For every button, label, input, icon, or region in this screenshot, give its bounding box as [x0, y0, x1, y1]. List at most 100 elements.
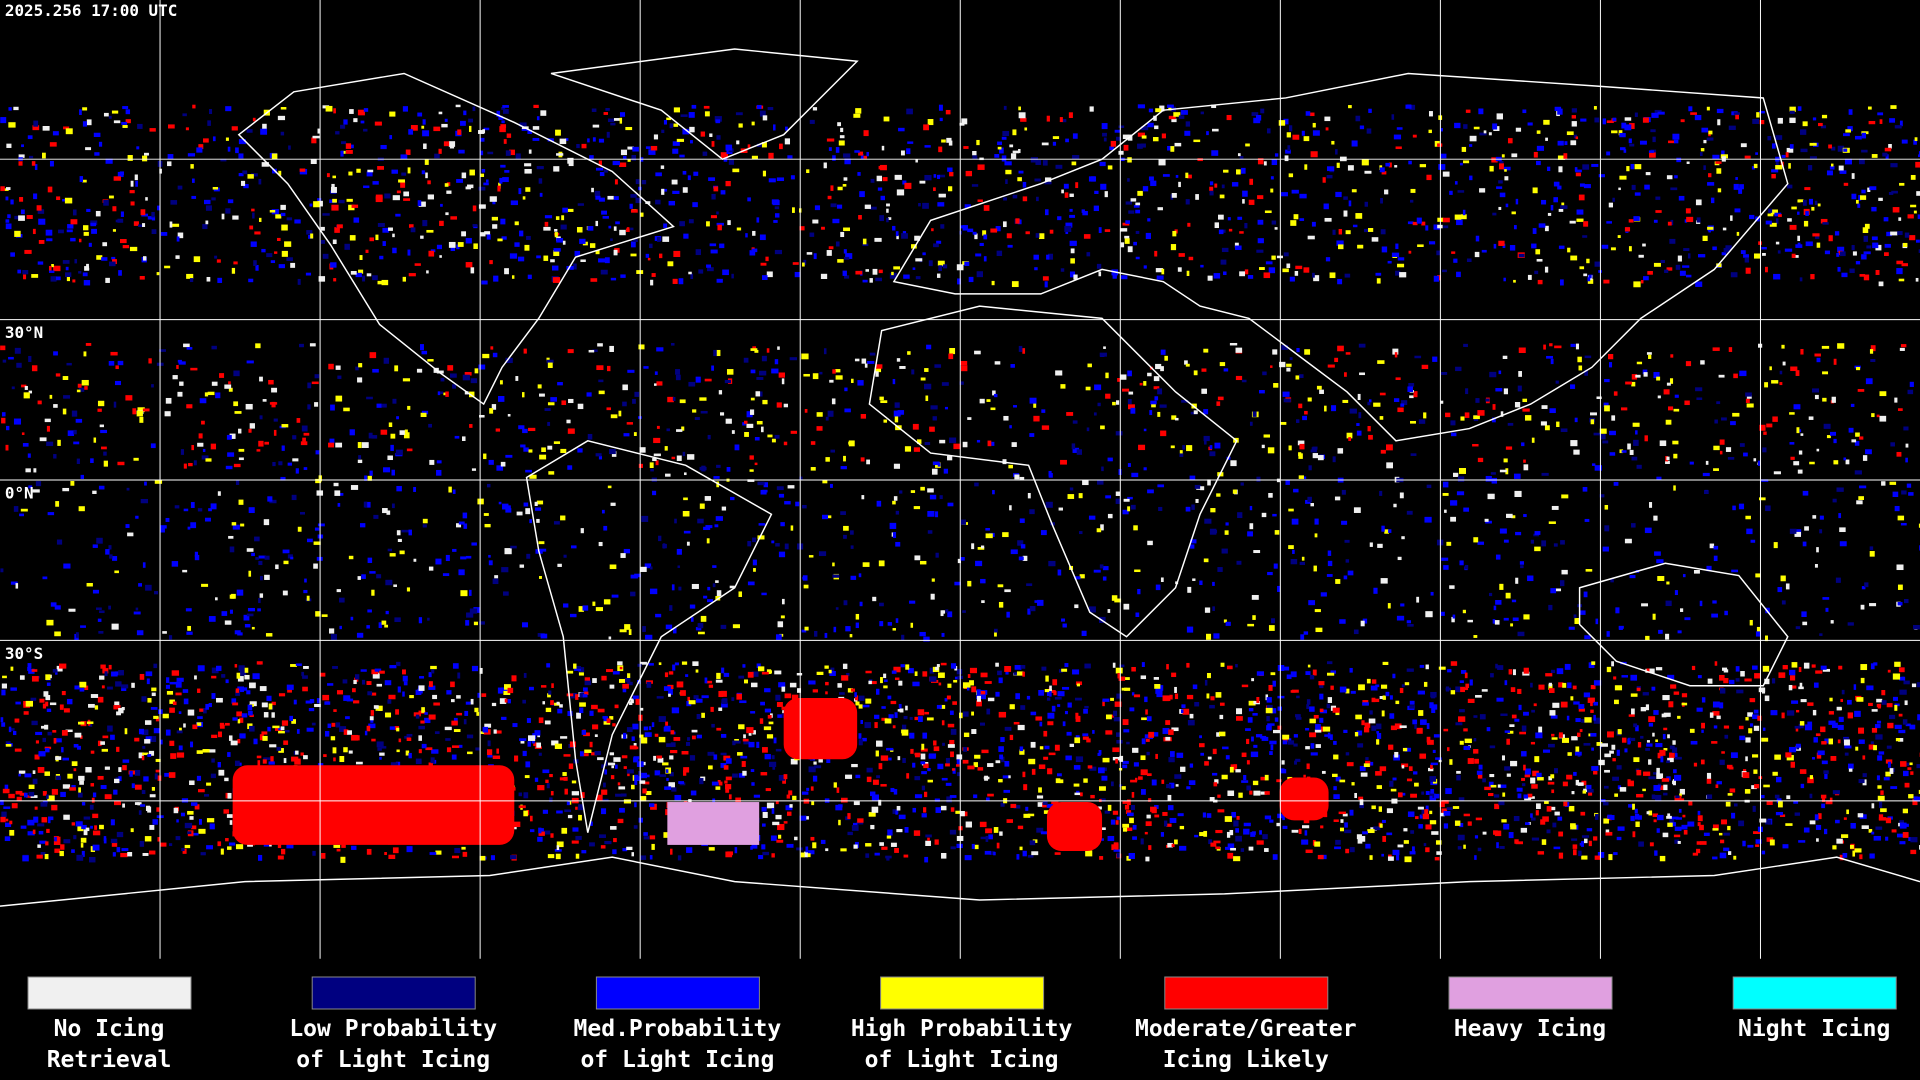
icing-pixel — [1712, 600, 1717, 604]
icing-pixel — [1151, 403, 1156, 408]
icing-pixel — [1558, 166, 1563, 173]
icing-pixel — [369, 352, 377, 359]
icing-pixel — [764, 688, 771, 693]
icing-pixel — [1404, 682, 1410, 686]
icing-pixel — [1666, 382, 1671, 386]
icing-pixel — [94, 152, 100, 156]
icing-pixel — [1307, 397, 1312, 402]
icing-pixel — [252, 117, 256, 122]
icing-pixel — [938, 265, 942, 272]
icing-pixel — [63, 126, 70, 130]
icing-pixel — [492, 199, 496, 205]
icing-pixel — [357, 377, 363, 383]
icing-pixel — [1575, 169, 1582, 173]
icing-pixel — [804, 851, 808, 858]
icing-pixel — [113, 176, 121, 181]
icing-pixel — [177, 359, 182, 363]
icing-pixel — [1122, 222, 1130, 226]
icing-pixel — [117, 461, 125, 466]
icing-pixel — [1896, 268, 1903, 275]
icing-pixel — [210, 503, 217, 510]
icing-pixel — [1856, 500, 1863, 505]
icing-pixel — [1674, 756, 1682, 760]
icing-pixel — [211, 197, 216, 201]
icing-pixel — [1547, 166, 1551, 172]
icing-pixel — [71, 822, 75, 826]
icing-pixel — [1493, 243, 1497, 249]
icing-pixel — [1074, 576, 1081, 580]
icing-pixel — [1451, 432, 1457, 437]
icing-pixel — [328, 442, 335, 448]
icing-pixel — [1816, 242, 1821, 248]
icing-pixel — [1571, 838, 1578, 841]
icing-pixel — [1339, 827, 1344, 832]
icing-pixel — [1814, 353, 1821, 357]
icing-pixel — [18, 215, 25, 221]
icing-pixel — [550, 397, 557, 402]
icing-pixel — [385, 610, 389, 615]
icing-pixel — [1324, 734, 1330, 737]
icing-pixel — [367, 557, 373, 563]
icing-pixel — [1402, 792, 1406, 796]
icing-pixel — [893, 463, 901, 469]
icing-pixel — [1303, 136, 1310, 142]
icing-pixel — [1443, 565, 1449, 570]
icing-pixel — [212, 136, 216, 142]
icing-pixel — [1320, 825, 1324, 829]
icing-pixel — [789, 682, 797, 688]
icing-pixel — [1155, 584, 1161, 591]
icing-pixel — [987, 440, 992, 447]
icing-pixel — [353, 118, 358, 123]
icing-pixel — [1399, 492, 1404, 499]
icing-pixel — [678, 781, 685, 784]
icing-pixel — [1135, 256, 1140, 260]
icing-pixel — [98, 630, 104, 634]
icing-pixel — [1781, 154, 1786, 158]
icing-pixel — [1617, 235, 1621, 238]
icing-pixel — [960, 519, 966, 525]
icing-pixel — [8, 793, 15, 799]
icing-pixel — [1892, 696, 1898, 701]
icing-pixel — [154, 773, 158, 780]
icing-pixel — [1550, 715, 1558, 719]
icing-pixel — [71, 849, 75, 853]
icing-pixel — [1727, 456, 1735, 460]
icing-pixel — [1296, 419, 1300, 423]
icing-pixel — [397, 538, 402, 542]
icing-pixel — [42, 126, 50, 131]
icing-pixel — [1604, 405, 1610, 412]
icing-pixel — [85, 147, 92, 151]
icing-pixel — [711, 141, 715, 147]
icing-pixel — [1629, 143, 1635, 147]
icing-pixel — [997, 141, 1003, 145]
icing-pixel — [1861, 586, 1866, 590]
icing-pixel — [435, 558, 442, 565]
icing-pixel — [1206, 131, 1209, 136]
icing-field — [0, 104, 1920, 863]
icing-pixel — [1839, 251, 1846, 257]
icing-pixel — [786, 843, 794, 848]
icing-pixel — [676, 138, 685, 142]
icing-pixel — [1014, 665, 1022, 670]
icing-pixel — [267, 726, 271, 732]
icing-pixel — [49, 160, 54, 167]
icing-pixel — [256, 755, 262, 759]
icing-pixel — [321, 614, 328, 617]
icing-pixel — [1046, 691, 1050, 697]
icing-pixel — [1826, 435, 1831, 439]
icing-pixel — [1307, 235, 1315, 240]
icing-pixel — [1304, 410, 1308, 415]
icing-pixel — [93, 132, 101, 138]
icing-pixel — [1666, 581, 1670, 585]
icing-pixel — [1290, 558, 1298, 565]
icing-pixel — [1418, 710, 1424, 716]
icing-pixel — [1629, 123, 1635, 129]
icing-pixel — [339, 492, 344, 496]
icing-pixel — [882, 177, 888, 182]
icing-pixel — [580, 792, 585, 799]
icing-pixel — [176, 752, 185, 758]
icing-pixel — [1503, 539, 1509, 543]
icing-pixel — [5, 741, 11, 746]
icing-pixel — [1214, 779, 1219, 784]
icing-pixel — [1153, 115, 1157, 121]
